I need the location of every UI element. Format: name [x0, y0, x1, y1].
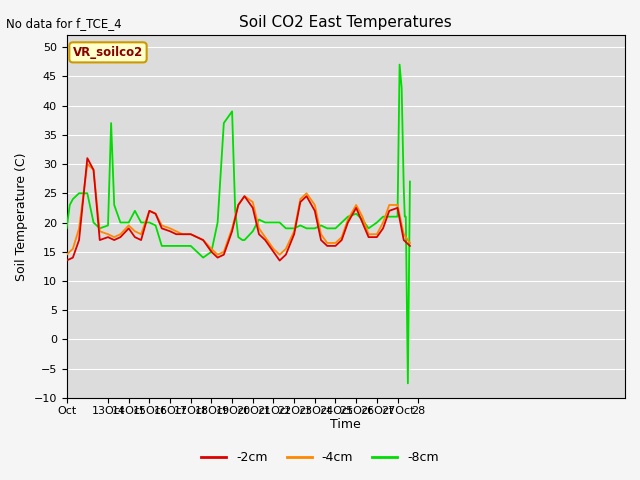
Text: VR_soilco2: VR_soilco2: [73, 46, 143, 59]
X-axis label: Time: Time: [330, 419, 361, 432]
Y-axis label: Soil Temperature (C): Soil Temperature (C): [15, 153, 28, 281]
Text: No data for f_TCE_4: No data for f_TCE_4: [6, 17, 122, 30]
Title: Soil CO2 East Temperatures: Soil CO2 East Temperatures: [239, 15, 452, 30]
Legend: -2cm, -4cm, -8cm: -2cm, -4cm, -8cm: [196, 446, 444, 469]
